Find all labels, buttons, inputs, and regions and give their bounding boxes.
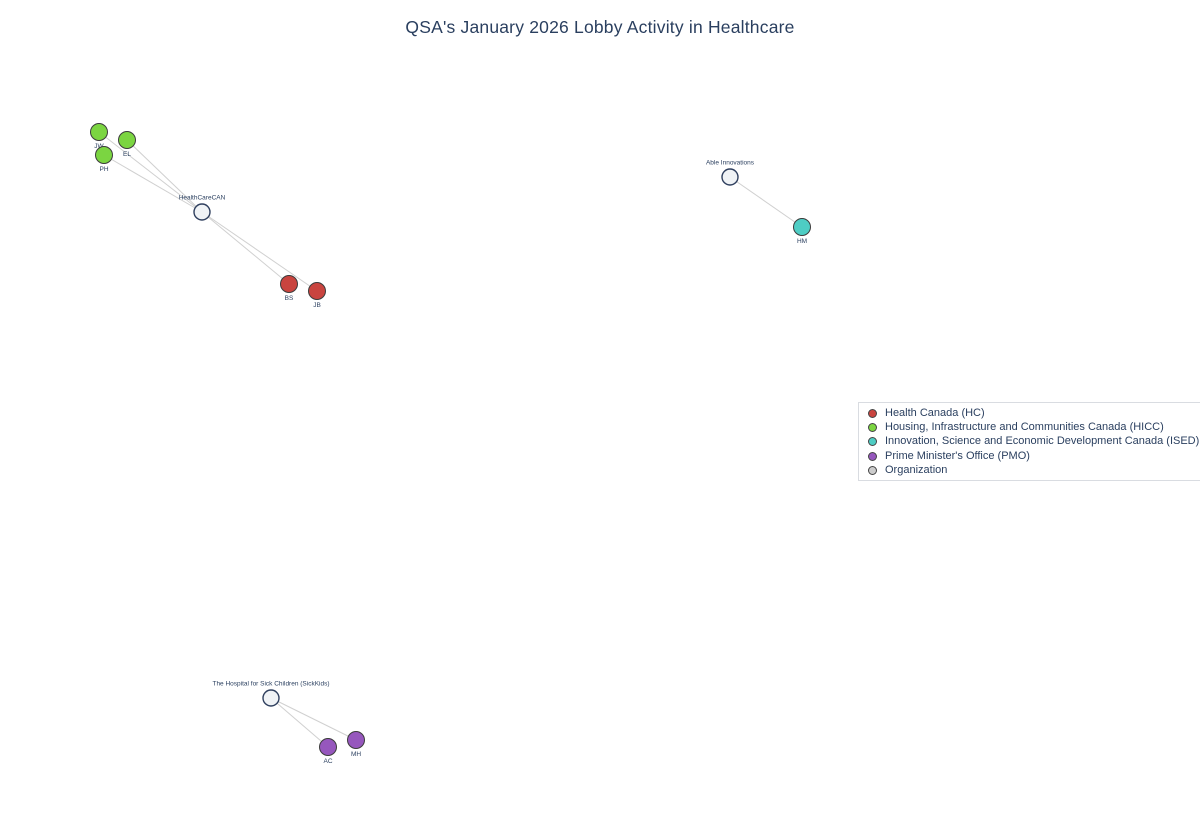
legend-item[interactable]: Organization [863,463,1199,477]
legend-item-label: Health Canada (HC) [885,406,985,419]
legend: Health Canada (HC) Housing, Infrastructur… [858,402,1200,482]
node-label: PH [99,166,108,173]
node-label: MH [351,751,361,758]
graph-node-mh[interactable] [347,731,365,749]
graph-node-ac[interactable] [319,738,337,756]
graph-edge [98,131,203,213]
legend-item-label: Innovation, Science and Economic Develop… [885,435,1200,448]
graph-node-able-innovations[interactable] [721,168,739,186]
legend-item[interactable]: Health Canada (HC) [863,406,1199,420]
legend-item-label: Organization [885,463,948,476]
graph-node-el[interactable] [118,131,136,149]
legend-swatch-icon [868,437,877,447]
node-label: HM [797,238,807,245]
graph-node-jw[interactable] [90,123,108,141]
node-label: AC [323,758,332,765]
chart-title: QSA's January 2026 Lobby Activity in Hea… [405,17,795,37]
node-label: JB [313,302,321,309]
graph-edge [103,154,203,213]
node-label: BS [285,295,294,302]
node-label: HealthCareCAN [179,195,226,202]
legend-item-label: Prime Minister's Office (PMO) [885,449,1030,462]
graph-edge [270,697,357,741]
graph-edge [270,697,329,748]
node-label: The Hospital for Sick Children (SickKids… [212,681,329,688]
legend-swatch-icon [868,408,877,418]
node-label: JW [94,143,104,150]
legend-swatch-icon [868,451,877,461]
legend-item[interactable]: Housing, Infrastructure and Communities … [863,420,1199,434]
graph-node-bs[interactable] [280,275,298,293]
graph-edge [201,211,318,292]
node-label: Able Innovations [706,160,755,167]
legend-swatch-icon [868,465,877,475]
graph-edge [729,176,803,228]
graph-node-healthcarecan[interactable] [193,203,211,221]
graph-node-ph[interactable] [95,146,113,164]
graph-edge [126,139,203,213]
graph-node-the-hospital-for-sick-children-sickkids-[interactable] [262,689,280,707]
legend-item[interactable]: Innovation, Science and Economic Develop… [863,435,1199,449]
legend-item-label: Housing, Infrastructure and Communities … [885,420,1164,433]
legend-item[interactable]: Prime Minister's Office (PMO) [863,449,1199,463]
graph-node-hm[interactable] [793,218,811,236]
graph-edge [201,211,290,285]
legend-swatch-icon [868,422,877,432]
graph-node-jb[interactable] [308,282,326,300]
node-label: EL [123,151,131,158]
